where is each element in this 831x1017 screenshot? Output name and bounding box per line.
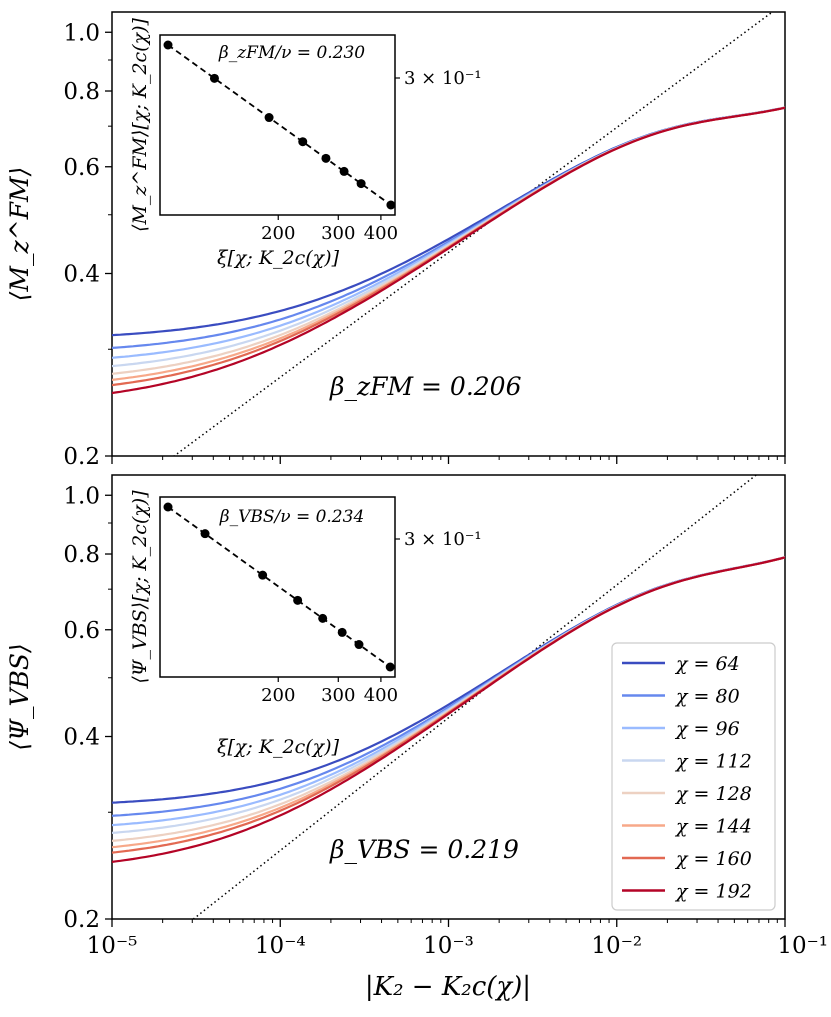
top-curves [112,12,785,456]
inset-data-point [264,113,274,123]
inset-x-tick-label: 300 [321,685,355,706]
power-law-fit-line [172,12,774,456]
inset-data-point [337,627,347,637]
top-inset-x-ticks: 200 300 400 [261,215,398,244]
series-line-192 [112,556,785,863]
bottom-inset-x-ticks: 200 300 400 [261,677,398,706]
bottom-inset: β_VBS/ν = 0.234 3 × 10⁻¹ ξ[χ; K_2c(χ)] ⟨… [129,490,482,758]
top-beta-annotation: β_zFM = 0.206 [329,372,522,401]
inset-fit-line [167,44,392,206]
top-y-axis-label: ⟨M_z^FM⟩ [5,167,34,302]
top-inset-ytick-label: 3 × 10⁻¹ [404,68,482,89]
power-law-fit-line [192,475,758,919]
y-tick-label: 0.4 [63,262,100,288]
legend-items: χ = 64 χ = 80 χ = 96 χ = 112 χ = 128 χ = 144 χ… [622,653,752,903]
y-tick-label: 0.6 [63,618,100,644]
bottom-x-ticks: 10⁻⁵ 10⁻⁴ 10⁻³ 10⁻² 10⁻¹ [87,919,828,959]
inset-data-point [258,570,268,580]
inset-x-tick-label: 400 [364,223,398,244]
series-line-192 [112,106,785,395]
legend-label: χ = 144 [674,816,752,838]
inset-data-point [200,529,210,539]
legend-label: χ = 192 [674,881,752,903]
top-panel: 0.2 0.4 0.6 0.8 1.0 ⟨M_z^FM⟩ β_zFM = 0.206 β… [5,11,786,470]
inset-data-point [386,200,396,210]
y-tick-label: 0.6 [63,155,100,181]
inset-x-tick-label: 300 [321,223,355,244]
inset-data-point [293,595,303,605]
legend-label: χ = 128 [674,783,752,805]
inset-data-point [163,40,173,50]
bottom-inset-ytick-label: 3 × 10⁻¹ [404,529,482,550]
top-y-ticks: 0.2 0.4 0.6 0.8 1.0 [63,20,112,470]
inset-x-tick-label: 200 [261,223,295,244]
top-inset-points [163,40,400,210]
top-inset: β_zFM/ν = 0.230 3 × 10⁻¹ ξ[χ; K_2c(χ)] ⟨… [129,17,482,269]
bottom-beta-annotation: β_VBS = 0.219 [329,835,519,864]
legend-label: χ = 112 [674,751,752,773]
inset-data-point [318,613,328,623]
legend-box [611,642,776,911]
top-inset-x-label: ξ[χ; K_2c(χ)] [217,247,340,269]
y-tick-label: 0.4 [63,725,100,751]
x-tick-label: 10⁻³ [423,933,474,959]
inset-x-tick-label: 400 [364,685,398,706]
x-tick-label: 10⁻⁵ [87,933,138,959]
inset-x-tick-label: 200 [261,685,295,706]
bottom-y-ticks: 0.2 0.4 0.6 0.8 1.0 [63,483,112,933]
inset-data-point [298,137,308,147]
inset-data-point [163,502,173,512]
inset-data-point [385,662,395,672]
y-tick-label: 1.0 [63,483,100,509]
top-x-ticks [111,456,786,464]
y-tick-label: 0.2 [63,907,100,933]
x-tick-label: 10⁻¹ [777,933,828,959]
y-tick-label: 0.8 [63,542,100,568]
x-tick-label: 10⁻² [591,933,642,959]
bottom-inset-x-label: ξ[χ; K_2c(χ)] [217,736,340,758]
bottom-inset-title: β_VBS/ν = 0.234 [219,507,365,527]
legend-label: χ = 160 [674,848,752,870]
inset-data-point [356,179,366,189]
x-axis-label: |K₂ − K₂c(χ)| [365,972,531,1002]
bottom-inset-y-label: ⟨Ψ_VBS⟩[χ; K_2c(χ)] [129,490,151,684]
inset-data-point [209,73,219,83]
x-tick-label: 10⁻⁴ [255,933,306,959]
legend: χ = 64 χ = 80 χ = 96 χ = 112 χ = 128 χ = 144 χ… [611,642,776,911]
legend-label: χ = 80 [674,686,740,708]
bottom-y-axis-label: ⟨Ψ_VBS⟩ [5,643,34,750]
legend-label: χ = 64 [674,653,740,675]
bottom-curves [112,475,785,919]
inset-data-point [339,166,349,176]
y-tick-label: 1.0 [63,20,100,46]
bottom-panel: 0.2 0.4 0.6 0.8 1.0 10⁻⁵ 10⁻⁴ 10⁻³ 10⁻² 10⁻¹ ⟨Ψ_… [5,474,828,1002]
top-inset-title: β_zFM/ν = 0.230 [218,43,365,63]
y-tick-label: 0.2 [63,444,100,470]
inset-data-point [354,640,364,650]
y-tick-label: 0.8 [63,79,100,105]
legend-label: χ = 96 [674,718,740,740]
bottom-inset-points [163,502,400,672]
top-inset-y-label: ⟨M_z^FM⟩[χ; K_2c(χ)] [129,17,151,231]
top-inset-frame [159,34,396,216]
inset-data-point [321,153,331,163]
